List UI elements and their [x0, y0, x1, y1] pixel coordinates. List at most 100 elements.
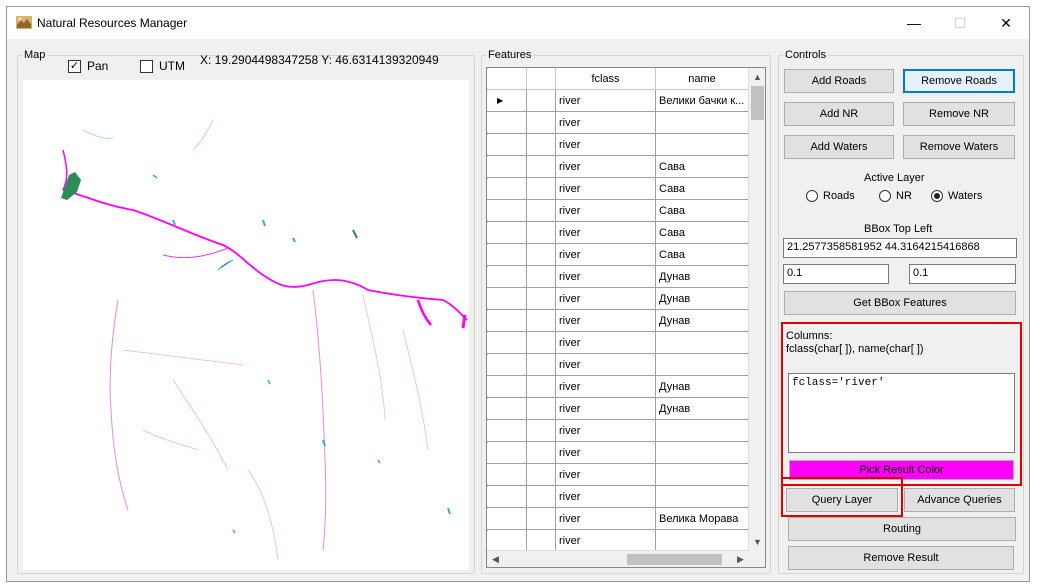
- fclass-cell[interactable]: river: [556, 112, 656, 134]
- blank-cell[interactable]: [527, 134, 556, 156]
- name-cell[interactable]: [656, 486, 749, 508]
- fclass-cell[interactable]: river: [556, 244, 656, 266]
- fclass-cell[interactable]: river: [556, 354, 656, 376]
- name-cell[interactable]: [656, 332, 749, 354]
- name-cell[interactable]: Дунав: [656, 288, 749, 310]
- blank-cell[interactable]: [527, 376, 556, 398]
- fclass-cell[interactable]: river: [556, 486, 656, 508]
- bbox-width-field[interactable]: 0.1: [783, 264, 889, 284]
- name-cell[interactable]: [656, 354, 749, 376]
- blank-cell[interactable]: [527, 420, 556, 442]
- name-cell[interactable]: Велика Морава: [656, 508, 749, 530]
- scroll-down-icon[interactable]: ▼: [753, 536, 762, 547]
- pan-checkbox[interactable]: ✓: [68, 59, 81, 73]
- row-header[interactable]: [487, 376, 527, 398]
- pan-checkbox-row[interactable]: ✓ Pan: [68, 58, 108, 74]
- fclass-cell[interactable]: river: [556, 266, 656, 288]
- row-header[interactable]: [487, 310, 527, 332]
- remove-nr-button[interactable]: Remove NR: [903, 102, 1015, 126]
- blank-cell[interactable]: [527, 508, 556, 530]
- name-cell[interactable]: Велики бачки к...: [656, 90, 749, 112]
- bbox-top-left-field[interactable]: 21.2577358581952 44.3164215416868: [783, 238, 1017, 258]
- blank-cell[interactable]: [527, 332, 556, 354]
- add-waters-button[interactable]: Add Waters: [784, 135, 894, 159]
- minimize-button[interactable]: —: [907, 15, 921, 31]
- row-header[interactable]: [487, 222, 527, 244]
- row-header[interactable]: [487, 354, 527, 376]
- row-header[interactable]: [487, 420, 527, 442]
- name-cell[interactable]: [656, 442, 749, 464]
- name-cell[interactable]: Сава: [656, 200, 749, 222]
- name-cell[interactable]: Дунав: [656, 310, 749, 332]
- vertical-scroll-thumb[interactable]: [751, 86, 764, 120]
- blank-cell[interactable]: [527, 222, 556, 244]
- pick-result-color-button[interactable]: Pick Result Color: [789, 460, 1014, 480]
- name-cell[interactable]: Дунав: [656, 398, 749, 420]
- scroll-left-icon[interactable]: ◀: [492, 554, 499, 564]
- fclass-cell[interactable]: river: [556, 376, 656, 398]
- blank-cell[interactable]: [527, 90, 556, 112]
- table-row[interactable]: river: [487, 332, 749, 354]
- name-cell[interactable]: Сава: [656, 222, 749, 244]
- table-row[interactable]: ▶ river Велики бачки к...: [487, 90, 749, 112]
- table-row[interactable]: river Сава: [487, 156, 749, 178]
- fclass-cell[interactable]: river: [556, 420, 656, 442]
- utm-checkbox-row[interactable]: UTM: [140, 58, 185, 74]
- row-header[interactable]: [487, 134, 527, 156]
- row-header[interactable]: [487, 332, 527, 354]
- table-row[interactable]: river Сава: [487, 178, 749, 200]
- table-row[interactable]: river Дунав: [487, 266, 749, 288]
- fclass-cell[interactable]: river: [556, 442, 656, 464]
- name-cell[interactable]: Дунав: [656, 376, 749, 398]
- grid-header-fclass[interactable]: fclass: [556, 68, 656, 90]
- blank-cell[interactable]: [527, 464, 556, 486]
- row-header[interactable]: [487, 464, 527, 486]
- blank-cell[interactable]: [527, 288, 556, 310]
- bbox-height-field[interactable]: 0.1: [909, 264, 1016, 284]
- row-header[interactable]: [487, 266, 527, 288]
- table-row[interactable]: river Дунав: [487, 398, 749, 420]
- grid-vertical-scrollbar[interactable]: ▲ ▼: [748, 68, 765, 550]
- query-input[interactable]: fclass='river': [788, 373, 1015, 453]
- row-header[interactable]: ▶: [487, 90, 527, 112]
- scroll-right-icon[interactable]: ▶: [737, 554, 744, 564]
- radio-roads[interactable]: Roads: [806, 190, 855, 202]
- scroll-up-icon[interactable]: ▲: [753, 71, 762, 82]
- utm-checkbox[interactable]: [140, 59, 153, 73]
- grid-header-name[interactable]: name: [656, 68, 749, 90]
- name-cell[interactable]: [656, 112, 749, 134]
- blank-cell[interactable]: [527, 354, 556, 376]
- blank-cell[interactable]: [527, 442, 556, 464]
- fclass-cell[interactable]: river: [556, 310, 656, 332]
- close-button[interactable]: ✕: [1000, 14, 1012, 31]
- row-header[interactable]: [487, 112, 527, 134]
- horizontal-scroll-thumb[interactable]: [627, 554, 722, 565]
- blank-cell[interactable]: [527, 398, 556, 420]
- blank-cell[interactable]: [527, 200, 556, 222]
- table-row[interactable]: river Дунав: [487, 310, 749, 332]
- blank-cell[interactable]: [527, 530, 556, 552]
- fclass-cell[interactable]: river: [556, 332, 656, 354]
- maximize-button[interactable]: ☐: [953, 14, 967, 31]
- table-row[interactable]: river: [487, 354, 749, 376]
- row-header[interactable]: [487, 486, 527, 508]
- fclass-cell[interactable]: river: [556, 90, 656, 112]
- table-row[interactable]: river: [487, 420, 749, 442]
- table-row[interactable]: river Сава: [487, 244, 749, 266]
- radio-nr[interactable]: NR: [879, 190, 912, 202]
- grid-horizontal-scrollbar[interactable]: ◀ ▶: [487, 550, 749, 567]
- row-header[interactable]: [487, 288, 527, 310]
- name-cell[interactable]: Дунав: [656, 266, 749, 288]
- fclass-cell[interactable]: river: [556, 288, 656, 310]
- routing-button[interactable]: Routing: [788, 517, 1016, 541]
- blank-cell[interactable]: [527, 112, 556, 134]
- name-cell[interactable]: Сава: [656, 178, 749, 200]
- table-row[interactable]: river Сава: [487, 222, 749, 244]
- table-row[interactable]: river: [487, 442, 749, 464]
- blank-cell[interactable]: [527, 310, 556, 332]
- fclass-cell[interactable]: river: [556, 398, 656, 420]
- name-cell[interactable]: [656, 464, 749, 486]
- row-header[interactable]: [487, 200, 527, 222]
- advance-queries-button[interactable]: Advance Queries: [904, 488, 1015, 512]
- radio-waters[interactable]: Waters: [931, 190, 982, 202]
